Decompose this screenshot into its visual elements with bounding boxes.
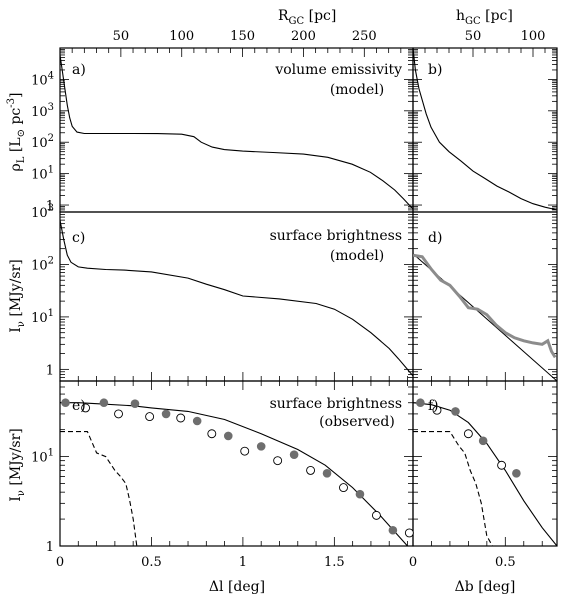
- panel-e-open-point: [176, 413, 186, 423]
- top-axis-b-tick-label: 100: [521, 29, 546, 44]
- panel-a-letter: a): [72, 62, 86, 78]
- a-ytick-label: 101: [31, 165, 54, 183]
- panel-f-xlabel: Δb [deg]: [455, 579, 516, 595]
- panel-e-open-point: [81, 403, 91, 413]
- panel-c-series-line: [60, 219, 413, 377]
- panel-e-open-point: [371, 510, 381, 520]
- panel-e-filled-point: [388, 525, 398, 535]
- a-ytick-label: 1: [46, 199, 54, 214]
- panel-d-gray-line: [413, 253, 557, 359]
- top-axis-b-title: hGC [pc]: [456, 8, 513, 27]
- panel-b-series-line: [413, 48, 557, 211]
- top-axis-a-tick-label: 50: [113, 29, 130, 44]
- panel-e-filled-point: [130, 399, 140, 409]
- panel-f-open-point: [463, 429, 473, 439]
- panel-e-open-point: [240, 446, 250, 456]
- panel-e-filled-point: [161, 409, 171, 419]
- panel-b-letter: b): [428, 62, 442, 78]
- panel-f-filled-point: [512, 469, 521, 478]
- top-axis-b-tick-label: 50: [465, 29, 482, 44]
- c-ytick-label: 1: [46, 363, 54, 378]
- c-ytick-label: 101: [31, 308, 54, 326]
- panel-e-filled-point: [61, 398, 70, 408]
- panel-a-series-line: [60, 54, 413, 210]
- panel-e-filled-point: [355, 489, 365, 499]
- top-axis-a-tick-label: 100: [169, 29, 194, 44]
- e-ytick-label: 1: [46, 540, 54, 555]
- panel-f-frame: [412, 380, 558, 547]
- panel-e-open-point: [339, 483, 348, 493]
- e-ytick-label: 101: [31, 448, 54, 466]
- panel-c-subtitle: (model): [330, 248, 384, 264]
- panel-d-letter: d): [428, 230, 442, 246]
- panel-e-letter: e): [72, 398, 86, 414]
- panel-e-filled-point: [289, 450, 299, 459]
- a-ytick-label: 104: [31, 70, 54, 88]
- panel-e-filled-point: [192, 416, 202, 426]
- panel-f-open-point: [432, 405, 442, 415]
- c-ytick-label: 102: [31, 255, 54, 273]
- panel-f-xtick-label: 0.5: [495, 555, 516, 570]
- top-axis-a-tick-label: 200: [291, 29, 316, 44]
- c-ytick-label: 103: [31, 203, 54, 221]
- top-axis-a-tick-label: 250: [352, 29, 377, 44]
- panel-e-filled-point: [322, 469, 332, 478]
- panel-e-filled-point: [223, 431, 233, 441]
- panel-e-xtick-label: 0.5: [141, 555, 162, 570]
- panel-e-filled-point: [99, 398, 109, 408]
- panel-f-filled-point: [478, 436, 488, 446]
- panel-e-subtitle: (observed): [319, 414, 395, 430]
- panel-e-open-point: [145, 412, 155, 422]
- panel-e-ylabel: Iν [MJy/sr]: [8, 428, 27, 501]
- a-ytick-label: 102: [31, 133, 54, 151]
- panel-e-xtick-label: 0: [56, 555, 64, 570]
- top-axis-a-title: RGC [pc]: [278, 8, 336, 27]
- panel-e-xlabel: Δl [deg]: [209, 579, 265, 595]
- panel-e-title: surface brightness: [270, 396, 402, 412]
- panel-a-title: volume emissivity: [274, 62, 402, 78]
- panel-f-dashed-line: [413, 431, 506, 546]
- panel-c-title: surface brightness: [270, 228, 402, 244]
- panel-e-xtick-label: 1.5: [324, 555, 345, 570]
- panel-f-filled-point: [451, 407, 460, 416]
- panel-f-xtick-label: 0: [409, 555, 417, 570]
- panel-f-open-point: [497, 460, 507, 470]
- panel-e-open-point: [114, 409, 123, 419]
- panel-e-open-point: [404, 528, 414, 538]
- panel-c-letter: c): [72, 230, 85, 246]
- panel-e-open-point: [207, 429, 217, 439]
- panel-a-ylabel: ρL [L⊙ pc-3]: [6, 93, 27, 172]
- panel-e-xtick-label: 1: [239, 555, 247, 570]
- a-ytick-label: 103: [31, 102, 54, 120]
- panel-e-dashed-line: [60, 431, 170, 546]
- panel-e-open-point: [306, 465, 316, 475]
- top-axis-a-tick-label: 150: [230, 29, 255, 44]
- panel-c-ylabel: Iν [MJy/sr]: [8, 259, 27, 332]
- panel-e-model-line: [60, 402, 408, 546]
- panel-e-open-point: [273, 456, 283, 466]
- panel-f-letter: f): [428, 398, 439, 414]
- panel-f-filled-point: [416, 398, 425, 408]
- panel-e-filled-point: [256, 442, 266, 451]
- panel-a-subtitle: (model): [330, 82, 384, 98]
